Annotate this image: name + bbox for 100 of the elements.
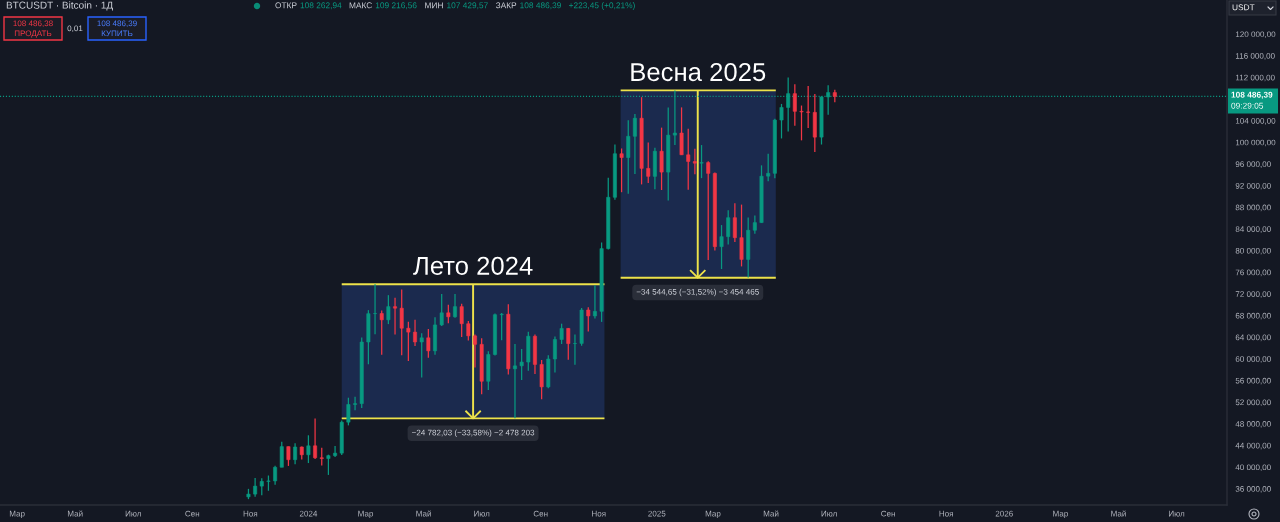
y-tick-label: 80 000,00 [1235,247,1271,255]
y-tick-label: 40 000,00 [1235,464,1271,472]
annotation: 107 429,57 [447,2,488,10]
y-tick-label: 72 000,00 [1235,291,1271,298]
candlestick [466,320,471,342]
candlestick [586,306,591,333]
x-tick-label: Май [1111,510,1126,517]
candlestick [619,147,624,193]
text: 09:29:05 [1231,102,1264,109]
candlestick [513,343,517,419]
x-tick-label: Ноя [243,510,258,517]
candlestick [566,327,571,361]
x-tick-label: Июл [1169,510,1185,517]
x-tick-label: Июл [821,510,837,517]
candlestick [386,294,391,325]
x-tick-label: Июл [125,510,141,517]
x-tick-label: Мар [9,510,25,519]
candlestick [626,119,631,195]
annotation: ОТКР [275,2,297,9]
y-tick-label: 84 000,00 [1235,226,1271,233]
y-tick-label: 64 000,00 [1235,334,1271,342]
candlestick [373,283,377,335]
candlestick [686,128,691,191]
candlestick [799,104,804,141]
y-tick-label: 60 000,00 [1235,356,1271,363]
annotation: МИН [425,2,443,9]
annotation: 109 216,56 [375,2,417,10]
ref-line-label: 108 486,39 [1231,91,1273,99]
candlestick [286,445,291,467]
candlestick [499,312,504,341]
candlestick [419,332,424,379]
annotation: МАКС [349,2,372,9]
x-tick-label: Май [67,510,83,517]
candlestick [732,202,737,243]
annotation: 108 486,39 [520,2,561,10]
candlestick [519,348,524,381]
candlestick [253,477,258,498]
chart-title: BTCUSDT · Bitcoin · 1Д [6,1,113,11]
x-tick-label: 2024 [299,510,318,517]
x-tick-label: Сен [533,510,548,517]
y-tick-label: 76 000,00 [1235,269,1271,277]
y-tick-label: 92 000,00 [1235,182,1271,190]
x-tick-label: Мар [705,510,721,519]
candlestick [792,83,797,127]
candlestick [446,304,451,324]
candlestick [726,209,731,246]
candlestick [646,141,651,184]
candlestick [692,148,697,175]
candlestick [573,333,577,366]
y-tick-label: 36 000,00 [1235,486,1271,493]
candlestick [439,293,444,327]
annotation: −34 544,65 (−31,52%) −3 454 465 [636,288,759,297]
y-tick-label: 68 000,00 [1235,312,1271,320]
x-tick-label: Ноя [939,510,953,517]
annotation: ЗАКР [495,2,517,9]
candlestick [659,127,664,191]
candlestick [353,396,357,411]
candlestick [279,441,284,468]
candlestick [559,323,564,345]
candlestick [473,333,477,369]
candlestick [293,442,298,465]
candlestick [313,417,318,460]
candlestick [699,144,704,179]
x-tick-label: Май [763,510,779,517]
annotation: Весна 2025 [631,62,766,82]
x-tick-label: Сен [881,510,895,517]
candlestick [706,160,711,261]
y-tick-label: 104 000,00 [1235,118,1276,125]
annotation: КУПИТЬ [101,30,133,37]
y-tick-label: 116 000,00 [1235,53,1275,60]
candlestick [406,321,411,362]
x-tick-label: Ноя [592,510,606,517]
x-tick-label: Май [416,510,431,517]
annotation: +223,45 (+0,21%) [569,2,635,10]
y-tick-label: 88 000,00 [1235,204,1271,212]
candlestick [779,103,784,140]
x-tick-label: Мар [1053,510,1068,519]
candlestick [632,113,637,175]
text: USDT [1232,4,1255,11]
candlestick [453,293,457,319]
candlestick [553,335,557,374]
annotation: ПРОДАТЬ [14,30,52,38]
candlestick [752,214,757,235]
annotation: Лето 2024 [413,256,533,275]
y-tick-label: 56 000,00 [1235,377,1271,385]
candlestick [592,284,597,320]
candlestick [766,153,771,182]
candlestick [679,106,684,156]
x-tick-label: Июл [474,510,490,517]
candlestick [426,328,431,359]
candlestick [399,288,404,356]
candlestick [539,359,544,400]
annotation: 108 486,39 [97,20,137,28]
x-tick-label: 2025 [648,510,666,517]
candlestick [346,397,351,427]
candlestick [393,297,397,336]
y-tick-label: 112 000,00 [1235,74,1275,82]
candlestick [306,434,311,464]
x-tick-label: 2026 [995,510,1013,517]
annotation: 108 262,94 [300,2,342,10]
